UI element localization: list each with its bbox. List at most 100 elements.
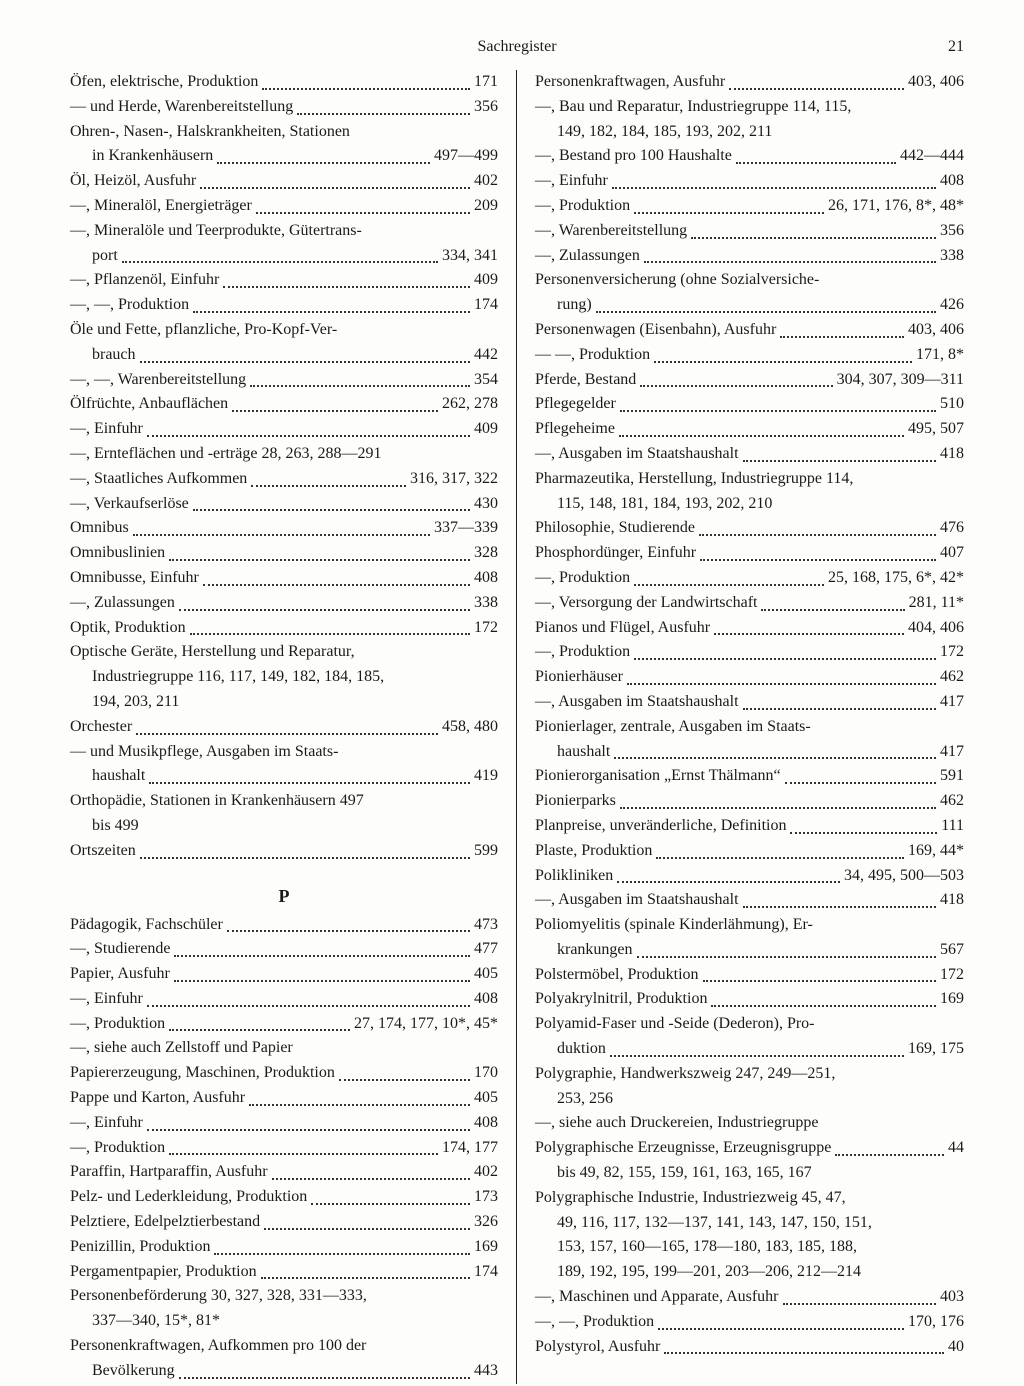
index-entry: Ortszeiten599 — [70, 839, 498, 864]
entry-continuation: krankungen567 — [535, 938, 964, 963]
index-entry: Polyakrylnitril, Produktion169 — [535, 987, 964, 1012]
entry-label: —, Studierende — [70, 937, 170, 962]
index-entry: Orthopädie, Stationen in Krankenhäusern … — [70, 789, 498, 814]
entry-label: — und Musikpflege, Ausgaben im Staats- — [70, 740, 338, 765]
entry-pages: 417 — [940, 740, 964, 765]
entry-label: port — [92, 244, 118, 269]
index-entry: Pappe und Karton, Ausfuhr405 — [70, 1086, 498, 1111]
dot-leader — [193, 303, 470, 313]
header-title: Sachregister — [100, 38, 934, 56]
entry-pages: 430 — [474, 492, 498, 517]
entry-pages: 591 — [940, 764, 964, 789]
entry-continuation: 337—340, 15*, 81* — [70, 1309, 498, 1334]
page-number: 21 — [934, 38, 964, 56]
dot-leader — [743, 452, 936, 462]
entry-label: Papiererzeugung, Maschinen, Produktion — [70, 1061, 335, 1086]
index-entry: Ölfrüchte, Anbauflächen262, 278 — [70, 392, 498, 417]
index-entry: Personenversicherung (ohne Sozialversich… — [535, 268, 964, 293]
index-entry: Personenkraftwagen, Ausfuhr 403, 406 — [535, 70, 964, 95]
entry-label: —, Produktion — [535, 194, 630, 219]
entry-pages: 174, 177 — [442, 1136, 498, 1161]
entry-label: brauch — [92, 343, 136, 368]
index-entry: — —, Produktion171, 8* — [535, 343, 964, 368]
entry-pages: 405 — [474, 962, 498, 987]
entry-label: —, Einfuhr — [70, 417, 143, 442]
entry-pages: 477 — [474, 937, 498, 962]
entry-pages: 403, 406 — [908, 70, 964, 95]
entry-label: Pflegegelder — [535, 392, 616, 417]
entry-continuation: in Krankenhäusern497—499 — [70, 144, 498, 169]
dot-leader — [140, 353, 470, 363]
entry-continuation: Bevölkerung443 — [70, 1359, 498, 1384]
entry-pages: 462 — [940, 789, 964, 814]
entry-label: Personenversicherung (ohne Sozialversich… — [535, 268, 819, 293]
entry-pages: 417 — [940, 690, 964, 715]
dot-leader — [634, 650, 936, 660]
entry-label: —, siehe auch Druckereien, Industriegrup… — [535, 1111, 818, 1136]
column-right: Personenkraftwagen, Ausfuhr403, 406—, Ba… — [517, 70, 964, 1384]
entry-label: Personenkraftwagen, Ausfuhr — [535, 70, 725, 95]
entry-pages: 170, 176 — [908, 1310, 964, 1335]
dot-leader — [227, 922, 470, 932]
dot-leader — [297, 105, 470, 115]
entry-pages: 510 — [940, 392, 964, 417]
dot-leader — [640, 377, 832, 387]
entry-continuation: Industriegruppe 116, 117, 149, 182, 184,… — [70, 665, 498, 690]
dot-leader — [617, 873, 840, 883]
entry-continuation: 49, 116, 117, 132—137, 141, 143, 147, 15… — [535, 1211, 964, 1236]
dot-leader — [714, 625, 904, 635]
dot-leader — [147, 997, 470, 1007]
index-entry: Philosophie, Studierende476 — [535, 516, 964, 541]
index-entry: —, Ernteflächen und -erträge 28, 263, 28… — [70, 442, 498, 467]
entry-pages: 338 — [940, 244, 964, 269]
entry-pages: 497—499 — [434, 144, 498, 169]
dot-leader — [835, 1146, 944, 1156]
entry-label: Paraffin, Hartparaffin, Ausfuhr — [70, 1160, 268, 1185]
index-entry: Polyamid-Faser und -Seide (Dederon), Pro… — [535, 1012, 964, 1037]
dot-leader — [140, 849, 470, 859]
index-entry: Plaste, Produktion169, 44* — [535, 839, 964, 864]
entry-pages: 172 — [940, 963, 964, 988]
index-entry: Planpreise, unveränderliche, Definition1… — [535, 814, 964, 839]
index-entry: —, Mineralöl, Energieträger209 — [70, 194, 498, 219]
entry-pages: 409 — [474, 268, 498, 293]
entry-pages: 34, 495, 500—503 — [844, 864, 964, 889]
entry-continuation: haushalt419 — [70, 764, 498, 789]
entry-label: Optische Geräte, Herstellung und Reparat… — [70, 640, 355, 665]
index-entry: —, —, Warenbereitstellung354 — [70, 368, 498, 393]
entry-label: — und Herde, Warenbereitstellung — [70, 95, 293, 120]
dot-leader — [174, 972, 470, 982]
entry-pages: 408 — [940, 169, 964, 194]
entry-label: Öfen, elektrische, Produktion — [70, 70, 258, 95]
index-entry: Omnibus337—339 — [70, 516, 498, 541]
index-entry: Öfen, elektrische, Produktion171 — [70, 70, 498, 95]
entry-label: Pergamentpapier, Produktion — [70, 1260, 257, 1285]
entry-continuation: 189, 192, 195, 199—201, 203—206, 212—214 — [535, 1260, 964, 1285]
entry-pages: 44 — [948, 1136, 964, 1161]
entry-pages: 337—339 — [434, 516, 498, 541]
entry-label: Pionierlager, zentrale, Ausgaben im Staa… — [535, 715, 811, 740]
index-entry: Optik, Produktion172 — [70, 616, 498, 641]
entry-pages: 25, 168, 175, 6*, 42* — [828, 566, 964, 591]
entry-label: — —, Produktion — [535, 343, 650, 368]
entry-label: krankungen — [557, 938, 633, 963]
entry-continuation: port334, 341 — [70, 244, 498, 269]
entry-pages: 356 — [474, 95, 498, 120]
dot-leader — [612, 179, 936, 189]
entry-label: Planpreise, unveränderliche, Definition — [535, 814, 786, 839]
index-entry: Pergamentpapier, Produktion174 — [70, 1260, 498, 1285]
index-entry: Optische Geräte, Herstellung und Reparat… — [70, 640, 498, 665]
index-entry: —, Studierende 477 — [70, 937, 498, 962]
entry-label: Personenbeförderung 30, 327, 328, 331—33… — [70, 1284, 367, 1309]
entry-pages: 462 — [940, 665, 964, 690]
entry-label: Polygraphische Erzeugnisse, Erzeugnisgru… — [535, 1136, 831, 1161]
entry-continuation: duktion169, 175 — [535, 1037, 964, 1062]
index-entry: Pädagogik, Fachschüler473 — [70, 913, 498, 938]
entry-label: Ortszeiten — [70, 839, 136, 864]
entry-label: —, Produktion — [535, 640, 630, 665]
entry-pages: 402 — [474, 1160, 498, 1185]
entry-label: Pflegeheime — [535, 417, 615, 442]
entry-label: rung) — [557, 293, 592, 318]
index-entry: Pionierorganisation „Ernst Thälmann“591 — [535, 764, 964, 789]
entry-label: —, Staatliches Aufkommen — [70, 467, 247, 492]
